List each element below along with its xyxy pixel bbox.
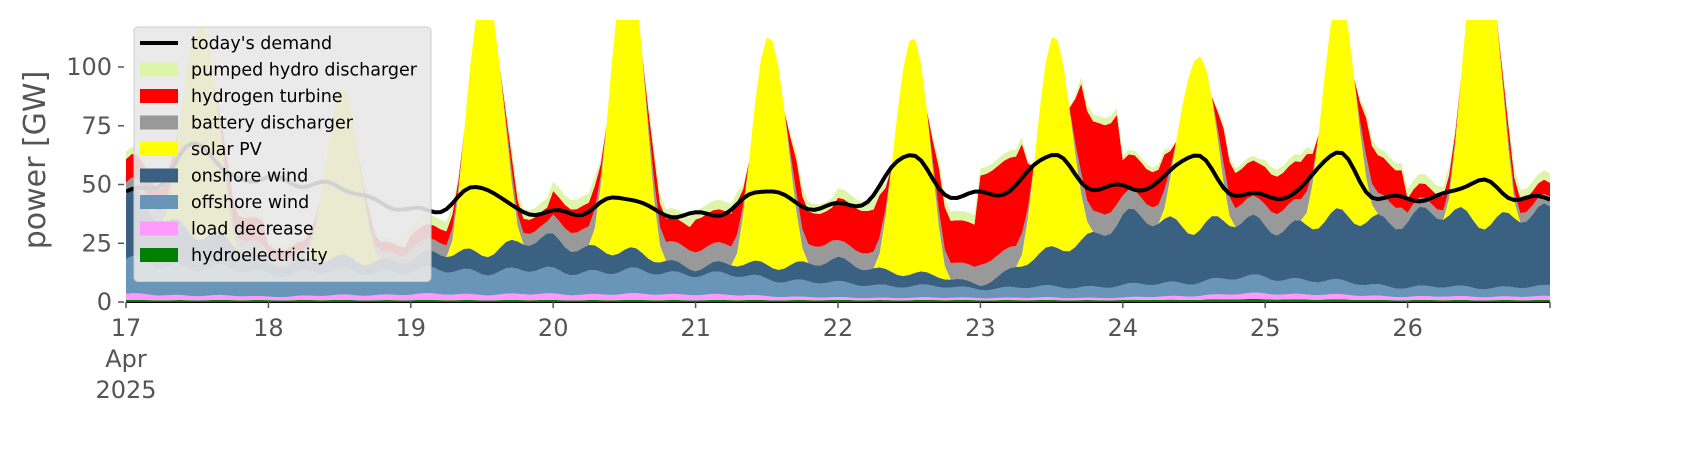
- legend-swatch: [140, 168, 178, 183]
- legend-label: hydroelectricity: [191, 246, 328, 266]
- area-offshore-wind: [126, 256, 1550, 299]
- x-tick-label: 26: [1392, 314, 1423, 342]
- y-axis-label: power [GW]: [18, 71, 53, 250]
- legend-swatch: [140, 62, 178, 77]
- legend-swatch: [140, 142, 178, 156]
- legend-box: [133, 26, 432, 282]
- legend-swatch: [140, 221, 178, 236]
- legend-label: today's demand: [191, 34, 332, 54]
- area-hydroelectricity: [126, 298, 1550, 302]
- x-tick-label: 25: [1250, 314, 1281, 342]
- y-tick-label: 25: [81, 229, 112, 257]
- legend-swatch: [140, 89, 178, 103]
- y-axis: 0 25 50 75 100: [66, 53, 124, 316]
- area-hydrogen-turbine: [126, 20, 1550, 267]
- legend-label: onshore wind: [191, 167, 308, 187]
- x-tick-month: Apr: [105, 345, 147, 373]
- legend-swatch: [140, 248, 178, 262]
- area-solar-pv: [126, 20, 1550, 286]
- legend-label: offshore wind: [191, 193, 309, 213]
- x-tick-label: 19: [396, 314, 427, 342]
- legend-label: pumped hydro discharger: [191, 61, 418, 81]
- legend-label: solar PV: [191, 140, 262, 160]
- x-tick-label: 24: [1108, 314, 1139, 342]
- legend-swatch: [140, 195, 178, 209]
- legend: today's demand pumped hydro discharger hyd…: [133, 26, 432, 282]
- y-tick-label: 75: [81, 112, 112, 140]
- legend-label: hydrogen turbine: [191, 87, 343, 107]
- x-tick-year: 2025: [95, 376, 156, 404]
- y-tick-label: 50: [81, 171, 112, 199]
- x-tick-label: 18: [253, 314, 284, 342]
- legend-swatch: [140, 115, 178, 130]
- x-tick-label: 23: [965, 314, 996, 342]
- legend-label: battery discharger: [191, 114, 354, 134]
- area-onshore-wind: [126, 189, 1550, 291]
- x-tick-label: 21: [680, 314, 711, 342]
- x-tick-label: 22: [823, 314, 854, 342]
- stacked-areas: [126, 20, 1550, 302]
- x-tick-label: 20: [538, 314, 569, 342]
- x-tick-label: 17: [111, 314, 142, 342]
- y-tick-label: 0: [97, 288, 112, 316]
- x-axis: 17 Apr 2025 18 19 20 21 22 23 24 25 26: [95, 302, 1551, 404]
- area-load-decrease: [126, 292, 1550, 301]
- y-tick-label: 100: [66, 53, 112, 81]
- legend-label: load decrease: [191, 220, 314, 240]
